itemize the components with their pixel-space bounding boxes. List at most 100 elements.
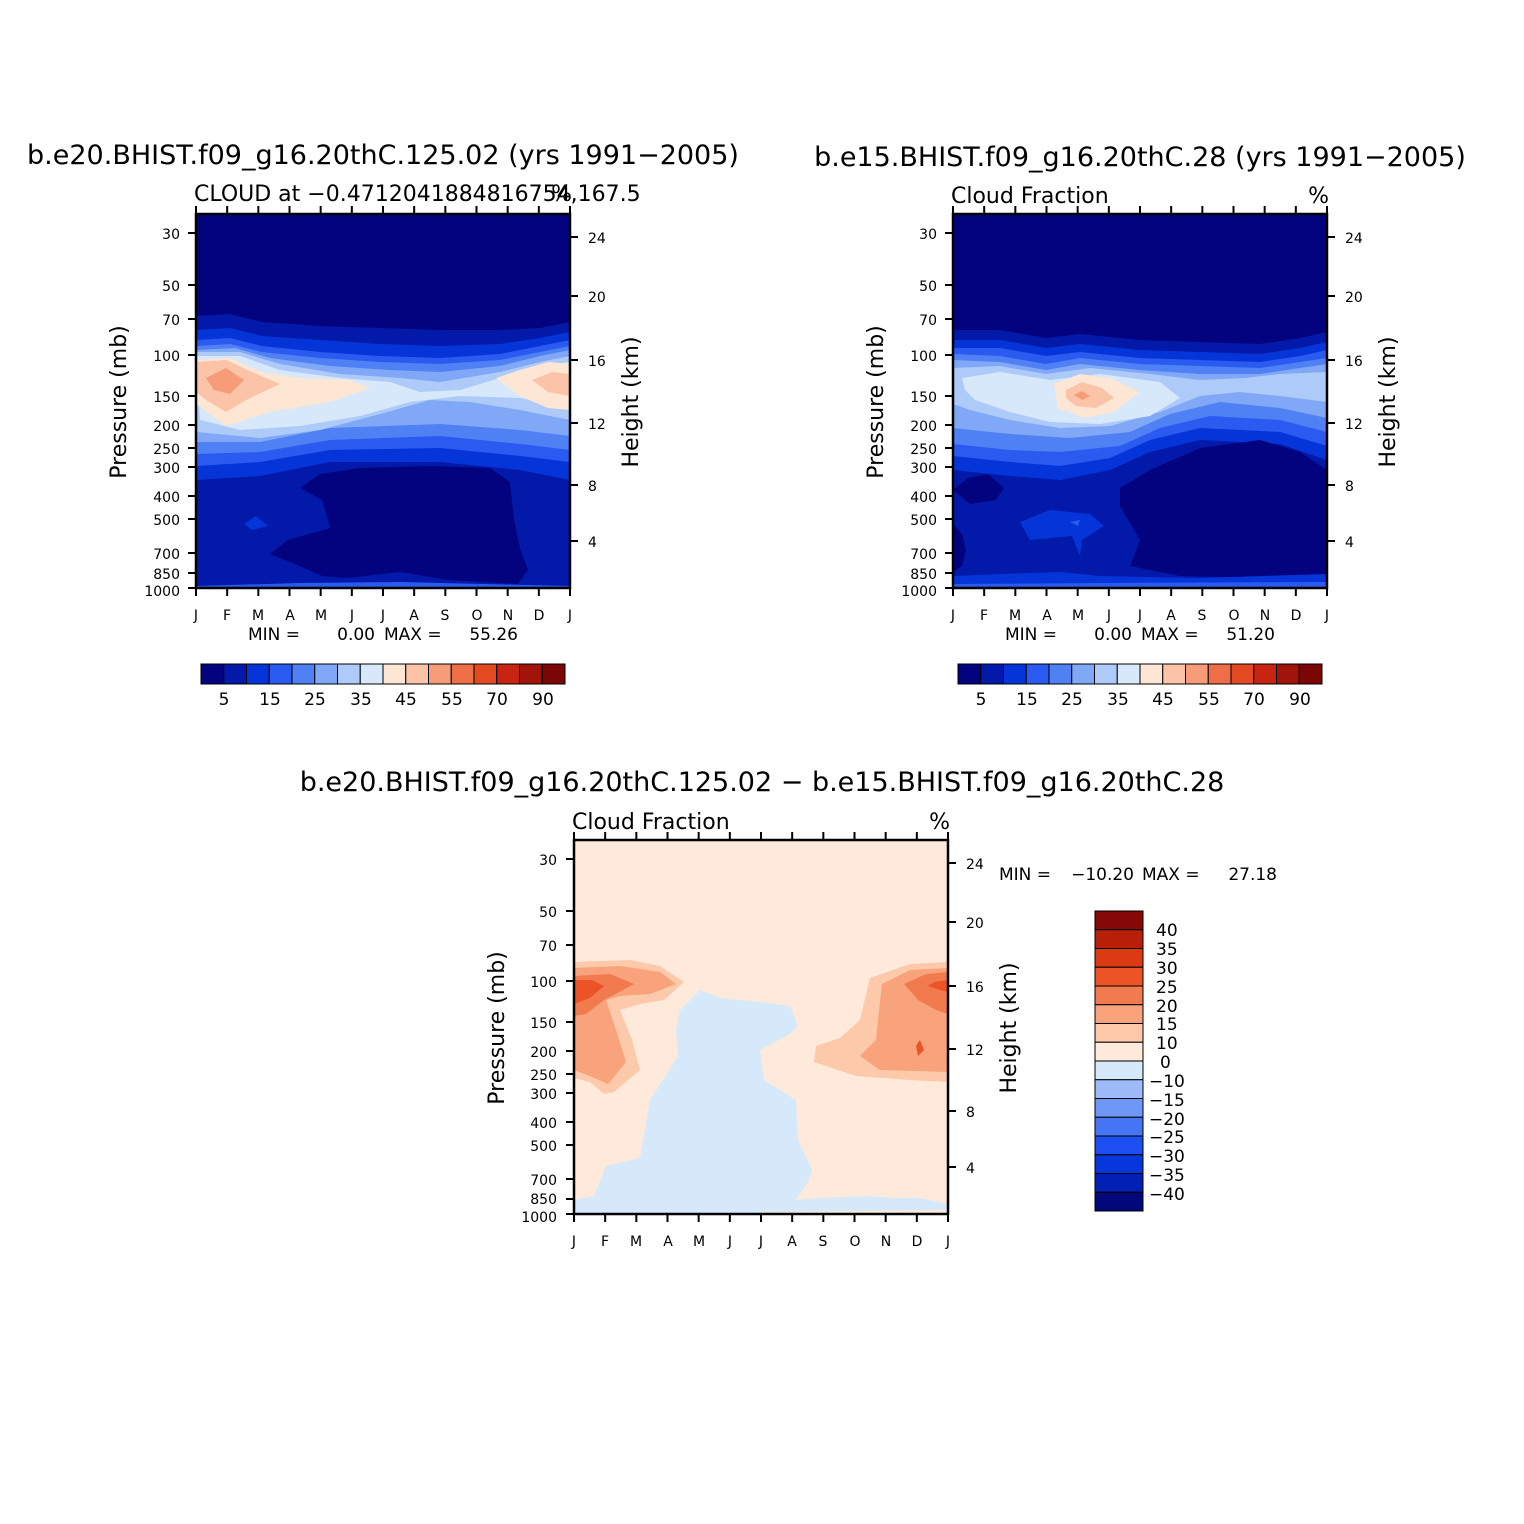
colorbar-swatch — [1071, 663, 1095, 685]
contour-level-10 — [206, 368, 244, 394]
max-value: 51.20 — [1226, 625, 1275, 645]
pressure-tick: 1000 — [521, 1210, 557, 1226]
colorbar-labels: 40 35 30 25 20 15 10 0 −10 −15 −20 −25 −… — [1149, 921, 1185, 1205]
month-tick: J — [950, 608, 955, 624]
month-tick: J — [1324, 608, 1329, 624]
height-tick: 8 — [966, 1105, 975, 1121]
month-tick: J — [727, 1234, 732, 1250]
colorbar-labels: 5 15 25 35 45 55 70 90 — [219, 690, 554, 710]
colorbar-swatch — [541, 663, 566, 685]
pressure-tick: 850 — [910, 567, 937, 583]
pressure-tick: 700 — [153, 547, 180, 563]
x-axis-month-labels: J F M A M J J A S O N D J — [571, 1234, 950, 1250]
colorbar-swatch — [1298, 663, 1323, 685]
colorbar-swatch — [519, 663, 543, 685]
colorbar-label: 55 — [441, 690, 463, 710]
colorbar-label: 25 — [304, 690, 326, 710]
min-label: MIN = — [248, 625, 300, 645]
colorbar-label: 35 — [350, 690, 372, 710]
month-tick: S — [1198, 608, 1207, 624]
month-tick: D — [534, 608, 545, 624]
month-tick: J — [1137, 608, 1142, 624]
month-tick: F — [601, 1234, 609, 1250]
colorbar-swatch — [405, 663, 429, 685]
month-tick: S — [819, 1234, 828, 1250]
pressure-tick: 50 — [539, 905, 557, 921]
month-tick: J — [567, 608, 572, 624]
colorbar-label: 35 — [1156, 940, 1178, 960]
month-tick: S — [441, 608, 450, 624]
pressure-tick: 250 — [910, 442, 937, 458]
height-tick: 8 — [1345, 479, 1354, 495]
pressure-tick: 100 — [153, 349, 180, 365]
month-tick: J — [571, 1234, 576, 1250]
colorbar-swatch — [1094, 1116, 1144, 1137]
y-axis-label: Pressure (mb) — [864, 325, 889, 479]
colorbar-swatch — [382, 663, 407, 685]
min-value: 0.00 — [337, 625, 375, 645]
colorbar-label: −20 — [1149, 1110, 1185, 1130]
colorbar-swatch — [291, 663, 316, 685]
colorbar-label: 35 — [1107, 690, 1129, 710]
contour-field — [196, 214, 570, 588]
colorbar-swatch — [1094, 1023, 1144, 1043]
colorbar-label: 25 — [1061, 690, 1083, 710]
month-tick: A — [285, 608, 295, 624]
axis-ticks — [945, 206, 1335, 596]
pressure-tick: 1000 — [144, 584, 180, 600]
pressure-tick: 1000 — [901, 584, 937, 600]
month-tick: F — [980, 608, 988, 624]
y-axis-pressure-labels: 30 50 70 100 150 200 250 300 400 500 700… — [521, 853, 557, 1226]
min-value: 0.00 — [1094, 625, 1132, 645]
contour-level-0c — [953, 474, 1004, 504]
pressure-tick: 50 — [919, 279, 937, 295]
height-tick: 8 — [588, 479, 597, 495]
colorbar-label: 45 — [395, 690, 417, 710]
colorbar-swatch — [1094, 948, 1144, 968]
height-tick: 24 — [1345, 231, 1363, 247]
colorbar-swatch — [1185, 663, 1209, 685]
colorbar-swatch — [1094, 966, 1144, 987]
contour-level-0b — [270, 466, 528, 584]
height-tick: 20 — [1345, 290, 1363, 306]
height-tick: 16 — [588, 354, 606, 370]
month-tick: N — [503, 608, 513, 624]
pressure-tick: 300 — [153, 461, 180, 477]
pressure-tick: 850 — [530, 1192, 557, 1208]
colorbar-label: 15 — [259, 690, 281, 710]
contour-field — [574, 840, 948, 1214]
pressure-tick: 30 — [539, 853, 557, 869]
colorbar-label: 5 — [976, 690, 987, 710]
colorbar-label: 90 — [532, 690, 554, 710]
month-tick: M — [630, 1234, 642, 1250]
pressure-tick: 200 — [910, 419, 937, 435]
pressure-tick: 500 — [530, 1139, 557, 1155]
y2-axis-label: Height (km) — [1376, 336, 1401, 467]
colorbar-swatch — [359, 663, 384, 685]
colorbar-swatch — [223, 663, 247, 685]
panel-subtitle: Cloud Fraction — [572, 810, 730, 835]
y2-axis-label: Height (km) — [997, 962, 1022, 1093]
contour-level-3b — [196, 582, 570, 588]
pressure-tick: 70 — [919, 313, 937, 329]
y2-axis-height-labels: 24 20 16 12 8 4 — [588, 231, 606, 551]
colorbar-label: 30 — [1156, 959, 1178, 979]
contour-level-0b — [1120, 440, 1327, 578]
max-value: 27.18 — [1228, 865, 1277, 885]
pressure-tick: 700 — [530, 1173, 557, 1189]
colorbar-label: −10 — [1149, 1072, 1185, 1092]
x-axis-month-labels: J F M A M J J A S O N D J — [950, 608, 1329, 624]
y-axis-pressure-labels: 30 50 70 100 150 200 250 300 400 500 700… — [901, 227, 937, 600]
month-tick: A — [1166, 608, 1176, 624]
colorbar-label: 90 — [1289, 690, 1311, 710]
pressure-tick: 250 — [153, 442, 180, 458]
colorbar-label: 55 — [1198, 690, 1220, 710]
colorbar-label: −25 — [1149, 1128, 1185, 1148]
month-tick: A — [409, 608, 419, 624]
month-tick: O — [471, 608, 482, 624]
colorbar-swatch — [473, 663, 498, 685]
colorbar-swatch — [268, 663, 293, 685]
contour-level-pos4b — [928, 980, 948, 992]
height-tick: 12 — [1345, 417, 1363, 433]
